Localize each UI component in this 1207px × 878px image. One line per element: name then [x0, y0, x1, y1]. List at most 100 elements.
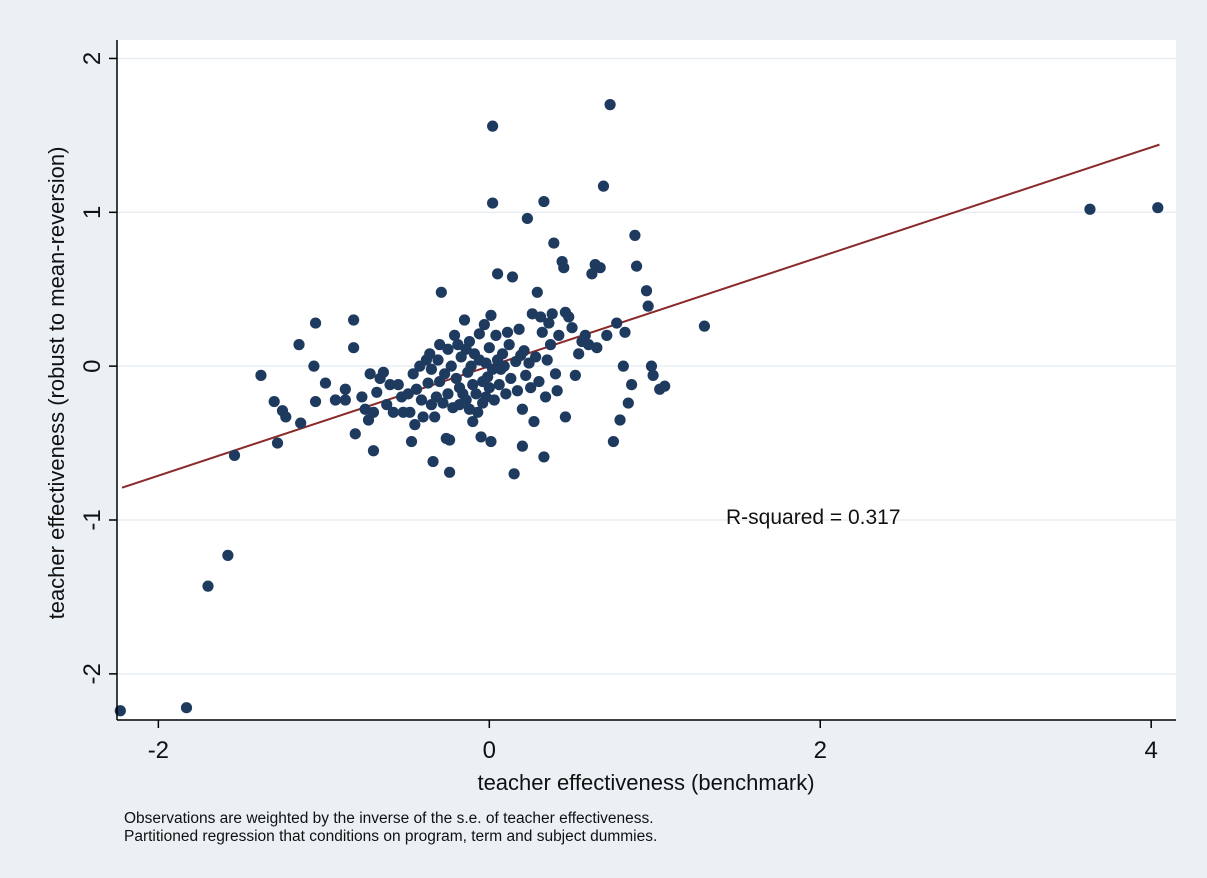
data-point: [473, 328, 485, 340]
data-point: [538, 195, 550, 208]
data-point: [525, 382, 537, 394]
data-point: [465, 360, 477, 372]
data-point: [450, 372, 462, 385]
data-point: [488, 394, 500, 406]
data-point: [541, 354, 553, 366]
x-ticks: -2 0 2 4: [148, 720, 1158, 764]
data-point: [222, 549, 234, 561]
x-tick-label: -2: [148, 737, 169, 764]
data-point: [475, 431, 487, 443]
data-point: [387, 406, 399, 418]
data-point: [500, 388, 512, 400]
data-point: [549, 368, 562, 380]
data-point: [640, 285, 653, 297]
data-point: [467, 415, 479, 428]
data-point: [520, 369, 532, 381]
data-point: [629, 229, 641, 241]
data-point: [611, 317, 623, 329]
data-point: [530, 351, 542, 363]
data-point: [364, 368, 376, 380]
data-point: [487, 363, 499, 375]
axes: [116, 40, 1176, 721]
data-point: [558, 262, 570, 274]
data-point: [309, 317, 322, 329]
data-point: [452, 339, 464, 351]
data-point: [626, 379, 638, 391]
data-point: [521, 212, 533, 225]
data-point: [548, 237, 560, 249]
data-point: [483, 382, 495, 394]
data-point: [308, 360, 320, 372]
data-point: [586, 268, 598, 280]
data-point: [538, 451, 550, 463]
data-point: [348, 314, 360, 326]
data-point: [309, 395, 322, 408]
data-point: [448, 329, 461, 341]
data-point: [367, 406, 380, 418]
data-point: [536, 326, 548, 338]
data-point: [518, 345, 530, 357]
x-tick-label: 4: [1145, 737, 1158, 764]
figure-notes: Observations are weighted by the inverse…: [124, 810, 657, 846]
data-point: [255, 369, 267, 381]
data-point: [467, 379, 479, 391]
data-point: [485, 435, 497, 448]
y-tick-label: 0: [79, 359, 106, 372]
data-point: [619, 326, 631, 338]
data-point: [268, 395, 280, 408]
data-points: [114, 99, 1164, 717]
data-point: [487, 197, 499, 209]
y-ticks: -2 -1 0 1 2: [79, 52, 117, 685]
data-point: [1084, 203, 1096, 215]
data-point: [607, 435, 620, 448]
data-point: [435, 286, 447, 298]
data-point: [470, 388, 482, 400]
data-point: [442, 343, 454, 355]
data-point: [405, 435, 418, 448]
data-point: [506, 271, 519, 283]
data-point: [349, 428, 361, 440]
data-point: [487, 120, 499, 132]
data-point: [410, 383, 423, 395]
data-point: [429, 411, 441, 423]
data-point: [427, 455, 439, 468]
data-point: [535, 311, 547, 323]
fit-line-group: [121, 143, 1160, 489]
data-point: [439, 368, 451, 380]
data-point: [424, 348, 436, 360]
data-point: [295, 417, 307, 429]
data-point: [528, 415, 540, 428]
data-point: [319, 377, 332, 389]
data-point: [381, 399, 393, 411]
data-point: [490, 329, 502, 341]
data-point: [180, 702, 193, 714]
data-point: [573, 348, 585, 360]
note-line-1: Observations are weighted by the inverse…: [124, 810, 654, 827]
data-point: [630, 260, 643, 272]
data-point: [392, 379, 404, 391]
data-point: [371, 386, 383, 398]
data-point: [422, 377, 434, 389]
data-point: [404, 406, 416, 418]
data-point: [501, 326, 514, 338]
x-tick-label: 0: [483, 737, 496, 764]
data-point: [228, 449, 241, 461]
data-point: [551, 385, 563, 397]
data-point: [415, 394, 428, 406]
data-point: [513, 323, 525, 335]
data-point: [604, 99, 616, 111]
data-point: [645, 360, 658, 372]
data-point: [409, 419, 421, 431]
y-tick-label: 1: [79, 206, 106, 219]
data-point: [280, 411, 292, 423]
r-squared-annotation: R-squared = 0.317: [726, 506, 901, 529]
data-point: [511, 385, 524, 397]
data-point: [642, 300, 654, 312]
data-point: [460, 394, 472, 406]
data-point: [579, 329, 591, 341]
data-point: [531, 286, 543, 298]
data-point: [698, 320, 711, 332]
data-point: [591, 342, 603, 354]
note-line-2: Partitioned regression that conditions o…: [124, 828, 658, 845]
